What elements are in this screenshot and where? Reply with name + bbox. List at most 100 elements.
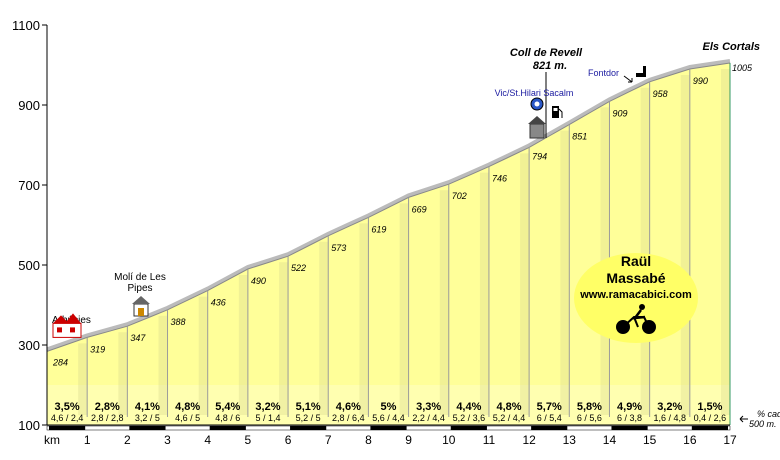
half-km-label: 3,2 / 5	[135, 413, 160, 423]
mill-icon	[132, 296, 150, 317]
half-km-label: 4,8 / 6	[215, 413, 240, 423]
gradient-label: 3,5%	[55, 401, 80, 413]
x-tick-label: 16	[683, 433, 697, 447]
gradient-label: 4,8%	[175, 401, 200, 413]
half-km-label: 2,2 / 4,4	[412, 413, 445, 423]
half-km-label: 0,4 / 2,6	[694, 413, 727, 423]
km-band-stripe	[370, 426, 407, 430]
cyclist-body	[632, 309, 646, 320]
note-text-1: % cada	[757, 409, 780, 419]
place-coll-alt: 821 m.	[533, 60, 567, 72]
altitude-label: 909	[612, 108, 627, 118]
half-km-label: 5,2 / 5	[296, 413, 321, 423]
cyclist-head	[639, 304, 645, 310]
altitude-label: 319	[90, 344, 105, 354]
x-tick-label: 6	[285, 433, 292, 447]
altitude-label: 851	[572, 132, 587, 142]
segment-shade	[279, 262, 289, 415]
gradient-label: 4,1%	[135, 401, 160, 413]
gradient-label: 4,8%	[496, 401, 521, 413]
altitude-label: 388	[171, 317, 186, 327]
road-sign-center	[534, 101, 540, 107]
x-tick-label: 15	[643, 433, 657, 447]
half-km-label: 4,6 / 2,4	[51, 413, 84, 423]
x-tick-label: 4	[204, 433, 211, 447]
km-band-stripe	[531, 426, 568, 430]
altitude-label: 794	[532, 151, 547, 161]
segment-shade	[359, 223, 369, 415]
place-fontdor-label: Fontdor	[588, 68, 619, 78]
segment-shade	[520, 153, 530, 415]
x-tick-label: 10	[442, 433, 456, 447]
gradient-label: 3,2%	[255, 401, 280, 413]
segment-shade	[439, 190, 449, 415]
fountain-icon	[634, 64, 648, 78]
altitude-label: 522	[291, 263, 306, 273]
town-icon-window	[70, 327, 75, 333]
x-tick-label: 9	[405, 433, 412, 447]
segment-shade	[319, 241, 329, 415]
half-km-label: 1,6 / 4,8	[653, 413, 686, 423]
km-band-stripe	[49, 426, 86, 430]
label-strip	[47, 385, 730, 425]
y-tick-label: 700	[18, 178, 40, 193]
half-km-label: 5,2 / 4,4	[493, 413, 526, 423]
km-band-stripe	[129, 426, 166, 430]
altitude-label: 958	[653, 89, 668, 99]
x-tick-label: 5	[245, 433, 252, 447]
gradient-label: 3,3%	[416, 401, 441, 413]
place-vic-label: Vic/St.Hilari Sacalm	[495, 88, 574, 98]
segment-shade	[399, 203, 409, 415]
gradient-label: 1,5%	[697, 401, 722, 413]
refuge-icon	[528, 116, 546, 139]
logo-name-line2: Massabé	[606, 270, 665, 286]
segment-shade	[158, 315, 168, 415]
place-coll-label: Coll de Revell	[510, 47, 583, 59]
fuel-pump-window	[553, 108, 558, 111]
logo-url: www.ramacabici.com	[579, 289, 692, 301]
gradient-label: 5%	[381, 401, 397, 413]
town-icon	[52, 313, 82, 338]
logo-ellipse	[574, 253, 698, 343]
road-sign-icon	[530, 97, 544, 111]
gridline-layer	[86, 63, 731, 425]
y-tick-label: 500	[18, 258, 40, 273]
segment-shade	[198, 296, 208, 415]
x-tick-label: 12	[522, 433, 536, 447]
x-tick-label: 3	[164, 433, 171, 447]
altitude-label: 573	[331, 243, 346, 253]
altitude-label: 619	[371, 224, 386, 234]
profile-shadow	[46, 59, 731, 352]
half-km-label: 4,6 / 5	[175, 413, 200, 423]
gradient-label: 5,4%	[215, 401, 240, 413]
annotation-layer: 284 319 347 388 436 490 522 573 619 669 702 746 794 8…	[51, 41, 780, 429]
x-tick-label: 1	[84, 433, 91, 447]
x-tick-label: 2	[124, 433, 131, 447]
km-band-stripe	[209, 426, 246, 430]
half-km-label: 2,8 / 2,8	[91, 413, 124, 423]
km-band-stripe	[691, 426, 728, 430]
x-tick-label: 8	[365, 433, 372, 447]
fuel-pump-hose	[558, 108, 563, 118]
fuel-pump-body	[552, 106, 559, 118]
place-moli-label: Pipes	[127, 283, 152, 294]
town-icon-window	[57, 327, 62, 333]
place-end-label: Els Cortals	[703, 41, 760, 53]
fuel-pump-icon	[552, 106, 563, 118]
x-tick-label: 13	[563, 433, 577, 447]
segment-shade	[238, 275, 248, 415]
x-unit-label: km	[44, 433, 60, 447]
profile-fill-layer	[46, 59, 731, 425]
segment-shade	[118, 332, 128, 415]
note-text-2: 500 m.	[749, 419, 777, 429]
x-tick-label: 7	[325, 433, 332, 447]
half-km-label: 6 / 5,4	[537, 413, 562, 423]
segment-shade	[479, 172, 489, 415]
fontdor-arrow	[623, 75, 633, 83]
x-tick-label: 17	[723, 433, 737, 447]
half-km-label: 5,2 / 3,6	[453, 413, 486, 423]
altitude-label: 702	[452, 191, 467, 201]
segment-shade	[640, 87, 650, 416]
